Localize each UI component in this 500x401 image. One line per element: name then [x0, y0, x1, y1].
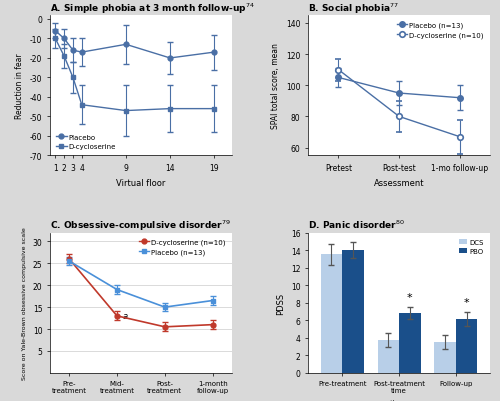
Y-axis label: Score on Yale-Brown obsessive compulsive scale: Score on Yale-Brown obsessive compulsive… [22, 227, 27, 379]
Text: D. Panic disorder$^{80}$: D. Panic disorder$^{80}$ [308, 219, 405, 231]
Bar [378, 340, 399, 373]
Legend: Placebo (n=13), D-cycloserine (n=10): Placebo (n=13), D-cycloserine (n=10) [394, 20, 486, 41]
Bar [342, 251, 364, 373]
Legend: DCS, PBO: DCS, PBO [456, 237, 486, 257]
Text: a: a [122, 311, 128, 320]
Legend: D-cycloserine (n=10), Placebo (n=13): D-cycloserine (n=10), Placebo (n=13) [136, 237, 228, 258]
Bar [456, 320, 477, 373]
Y-axis label: PDSS: PDSS [276, 292, 285, 314]
Text: *: * [407, 292, 412, 302]
Text: A. Simple phobia at 3 month follow-up$^{74}$: A. Simple phobia at 3 month follow-up$^{… [50, 2, 255, 16]
Text: B. Social phobia$^{77}$: B. Social phobia$^{77}$ [308, 2, 399, 16]
Bar [320, 255, 342, 373]
Bar [399, 314, 420, 373]
Y-axis label: Reduction in fear: Reduction in fear [16, 53, 24, 119]
Text: *: * [464, 298, 469, 307]
X-axis label: Virtual floor: Virtual floor [116, 178, 166, 187]
X-axis label: Assessment: Assessment [374, 178, 424, 187]
Bar [434, 342, 456, 373]
Legend: Placebo, D-cycloserine: Placebo, D-cycloserine [54, 132, 119, 152]
Y-axis label: SPAI total score, mean: SPAI total score, mean [272, 43, 280, 129]
X-axis label: time: time [390, 399, 408, 401]
Text: C. Obsessive-compulsive disorder$^{79}$: C. Obsessive-compulsive disorder$^{79}$ [50, 219, 231, 233]
